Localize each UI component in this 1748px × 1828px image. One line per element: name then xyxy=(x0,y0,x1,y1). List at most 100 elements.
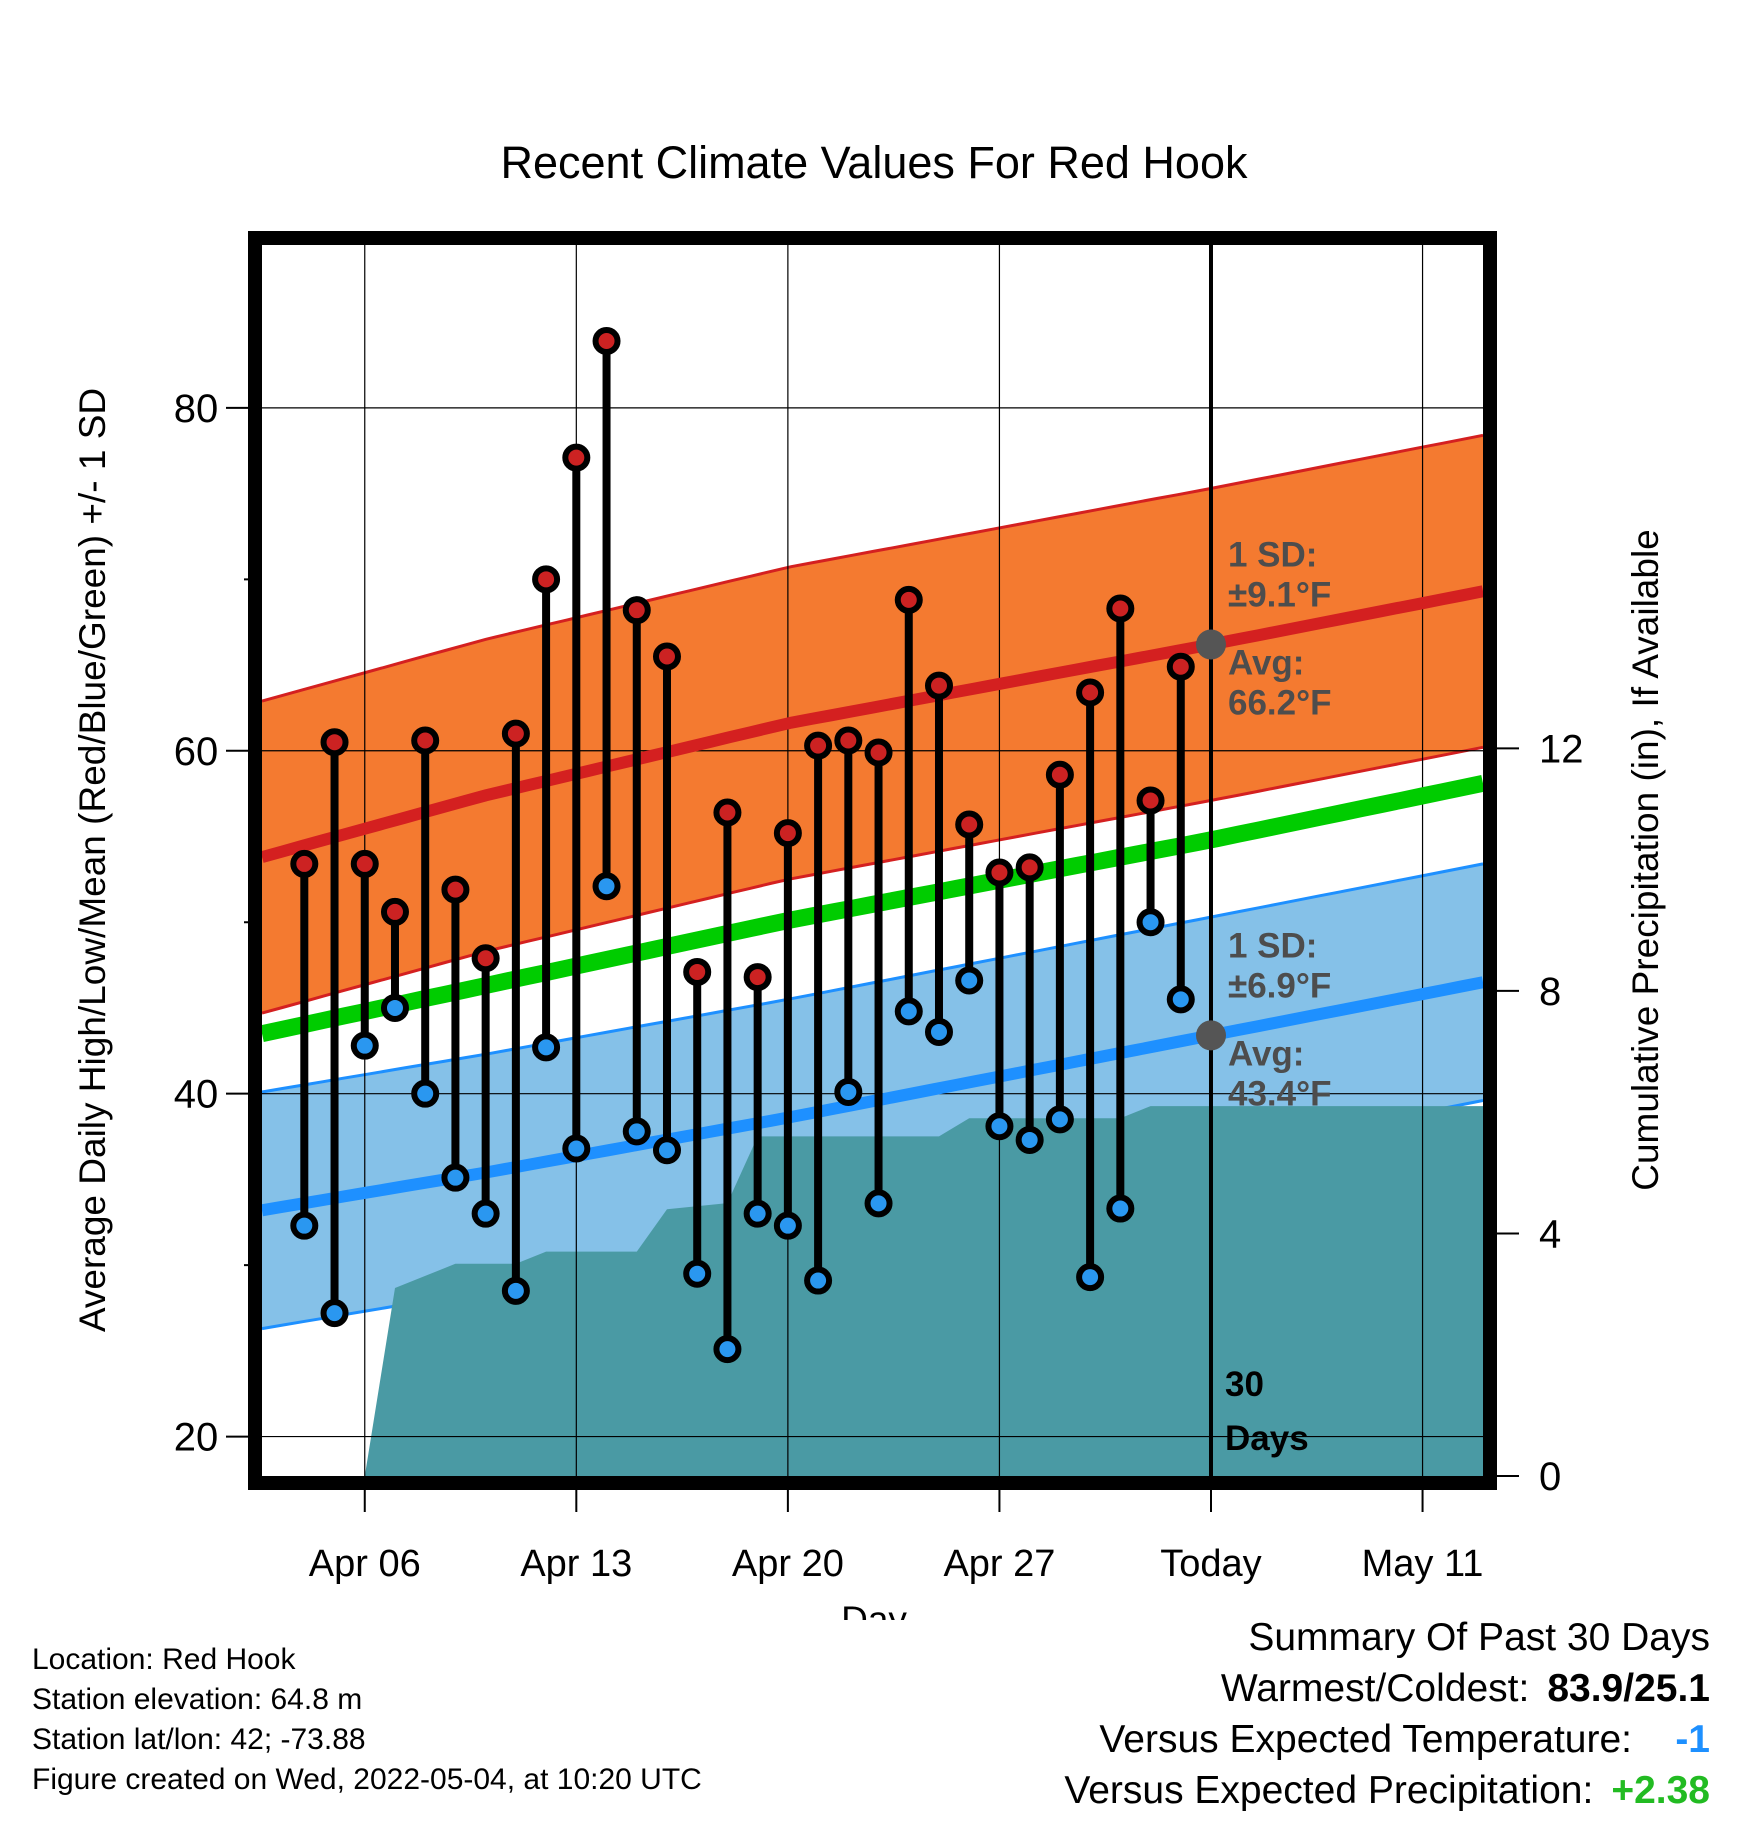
high-sd-label: 1 SD: xyxy=(1228,535,1317,574)
x-tick-label: Apr 20 xyxy=(732,1543,844,1585)
y2-axis-label: Cumulative Precipitation (in), If Availa… xyxy=(1625,529,1666,1191)
warmest-value: 83.9/25.1 xyxy=(1547,1667,1710,1710)
daily-high-point xyxy=(1015,853,1044,882)
x-axis-label: Day xyxy=(841,1599,907,1620)
daily-high-point xyxy=(713,798,742,827)
daily-low-point xyxy=(834,1077,863,1106)
daily-high-point xyxy=(985,858,1014,887)
daily-low-point xyxy=(1136,908,1165,937)
temp-label: Versus Expected Temperature: xyxy=(1099,1718,1632,1761)
daily-high-point xyxy=(955,810,984,839)
low-avg-label: Avg: xyxy=(1228,1034,1304,1073)
high-avg-value: 66.2°F xyxy=(1228,683,1332,722)
summary-precip-row: Versus Expected Precipitation: +2.38 xyxy=(1064,1765,1710,1816)
low-avg-value: 43.4°F xyxy=(1228,1074,1332,1113)
daily-low-point xyxy=(894,997,923,1026)
normal-high-sd-band xyxy=(262,435,1483,1014)
daily-low-point xyxy=(350,1031,379,1060)
daily-high-point xyxy=(1076,678,1105,707)
daily-high-point xyxy=(622,596,651,625)
daily-high-point xyxy=(290,849,319,878)
daily-low-point xyxy=(1045,1105,1074,1134)
summary-title: Summary Of Past 30 Days xyxy=(1248,1616,1710,1659)
daily-high-point xyxy=(1166,652,1195,681)
daily-low-point xyxy=(562,1134,591,1163)
plot-frame xyxy=(248,231,1497,1490)
daily-high-point xyxy=(532,565,561,594)
high-avg-label: Avg: xyxy=(1228,643,1304,682)
station-location: Location: Red Hook xyxy=(32,1643,296,1676)
precip-value: +2.38 xyxy=(1611,1769,1710,1812)
daily-low-point xyxy=(743,1199,772,1228)
days-label-line2: Days xyxy=(1225,1419,1309,1458)
daily-low-point xyxy=(1106,1194,1135,1223)
daily-low-point xyxy=(985,1112,1014,1141)
daily-low-point xyxy=(804,1266,833,1295)
normal-high-sd-lower-line xyxy=(261,745,1484,1015)
daily-low-point xyxy=(955,966,984,995)
daily-high-point xyxy=(350,849,379,878)
y-tick-label: 80 xyxy=(174,387,219,431)
daily-high-point xyxy=(592,327,621,356)
precip-label: Versus Expected Precipitation: xyxy=(1064,1769,1594,1812)
y2-tick-label: 0 xyxy=(1539,1455,1561,1499)
normal-mean-line xyxy=(260,774,1485,1043)
daily-high-point xyxy=(411,726,440,755)
daily-high-point xyxy=(924,671,953,700)
today-low-avg-marker xyxy=(1195,1020,1226,1051)
daily-low-point xyxy=(1076,1263,1105,1292)
daily-low-point xyxy=(1015,1125,1044,1154)
y-tick-label: 60 xyxy=(174,730,219,774)
summary-temp-row: Versus Expected Temperature: -1 xyxy=(1064,1714,1710,1765)
climate-chart: Recent Climate Values For Red Hook 1 SD:… xyxy=(72,137,1666,1620)
daily-low-point xyxy=(1166,985,1195,1014)
station-info: Location: Red Hook Station elevation: 64… xyxy=(32,1640,702,1800)
normal-low-sd-upper-line xyxy=(261,862,1484,1094)
daily-low-point xyxy=(592,872,621,901)
normal-high-mean-line xyxy=(260,585,1485,863)
y-axis-label: Average Daily High/Low/Mean (Red/Blue/Gr… xyxy=(72,388,113,1332)
daily-low-point xyxy=(320,1299,349,1328)
daily-low-point xyxy=(773,1211,802,1240)
daily-low-point xyxy=(380,993,409,1022)
daily-high-point xyxy=(864,738,893,767)
daily-high-point xyxy=(471,944,500,973)
daily-high-point xyxy=(501,719,530,748)
daily-high-point xyxy=(1045,760,1074,789)
warmest-label: Warmest/Coldest: xyxy=(1220,1667,1530,1710)
chart-title: Recent Climate Values For Red Hook xyxy=(501,137,1248,188)
y-tick-label: 40 xyxy=(174,1073,219,1117)
days-label-line1: 30 xyxy=(1225,1365,1264,1404)
daily-low-point xyxy=(501,1276,530,1305)
y2-tick-label: 12 xyxy=(1539,727,1584,771)
daily-high-point xyxy=(804,731,833,760)
station-elevation: Station elevation: 64.8 m xyxy=(32,1683,363,1716)
daily-high-point xyxy=(562,443,591,472)
daily-high-point xyxy=(380,897,409,926)
daily-high-point xyxy=(773,819,802,848)
x-tick-label: Apr 06 xyxy=(309,1543,421,1585)
daily-low-point xyxy=(924,1017,953,1046)
daily-high-point xyxy=(894,585,923,614)
daily-high-point xyxy=(834,726,863,755)
today-high-avg-marker xyxy=(1195,629,1226,660)
low-sd-label: 1 SD: xyxy=(1228,926,1317,965)
x-tick-label: Apr 13 xyxy=(520,1543,632,1585)
daily-high-point xyxy=(1136,786,1165,815)
summary-warmest-row: Warmest/Coldest: 83.9/25.1 xyxy=(1064,1663,1710,1714)
daily-low-point xyxy=(411,1079,440,1108)
x-tick-label: May 11 xyxy=(1362,1543,1484,1585)
y2-tick-label: 8 xyxy=(1539,970,1561,1014)
daily-high-point xyxy=(652,642,681,671)
daily-low-point xyxy=(471,1199,500,1228)
precipitation-area xyxy=(364,1106,1483,1476)
daily-low-point xyxy=(683,1259,712,1288)
daily-low-point xyxy=(532,1033,561,1062)
normal-high-sd-upper-line xyxy=(261,433,1484,703)
daily-low-point xyxy=(713,1335,742,1364)
daily-high-point xyxy=(441,875,470,904)
daily-low-point xyxy=(652,1136,681,1165)
daily-low-point xyxy=(864,1189,893,1218)
daily-high-point xyxy=(743,963,772,992)
